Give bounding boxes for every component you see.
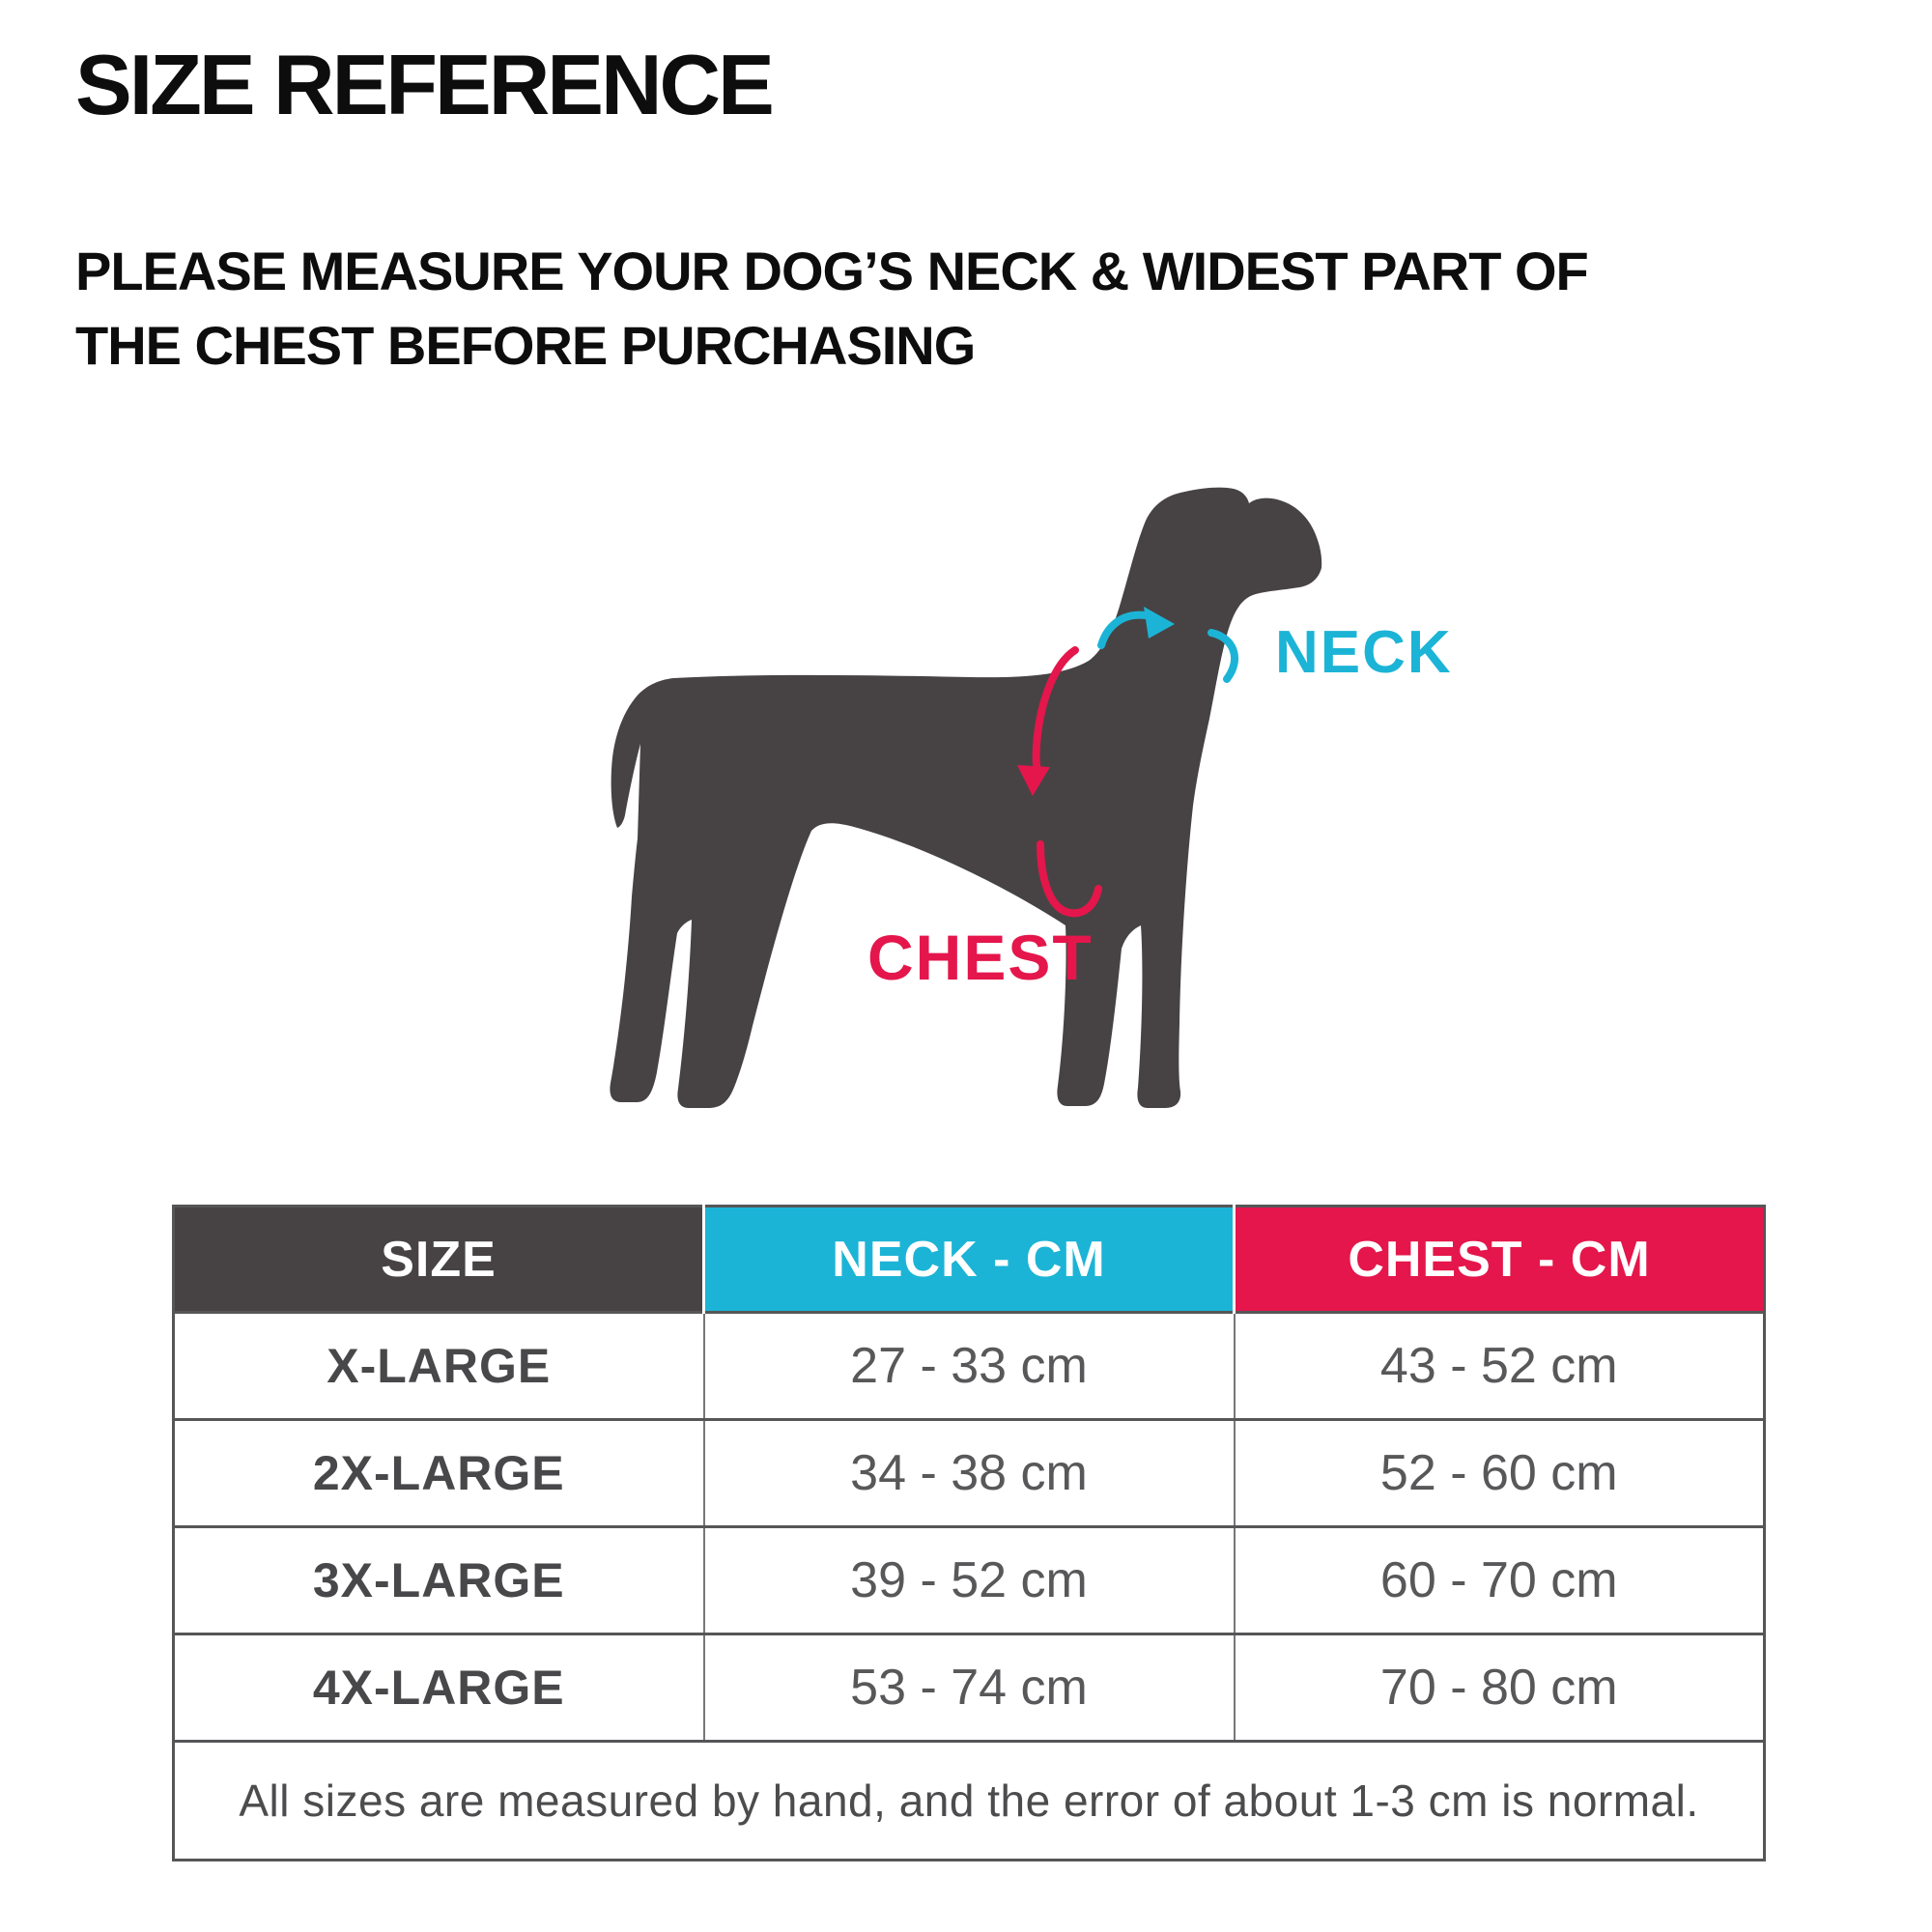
column-header-chest: CHEST - CM <box>1233 1206 1765 1313</box>
dog-measurement-diagram <box>610 487 1322 1108</box>
chest-label: CHEST <box>867 922 1094 993</box>
neck-label: NECK <box>1275 619 1453 686</box>
chest-arrow-icon <box>1017 646 1102 918</box>
dog-silhouette <box>610 487 1322 1108</box>
chest-cell: 70 - 80 cm <box>1233 1633 1765 1742</box>
chest-cell: 52 - 60 cm <box>1233 1418 1765 1527</box>
neck-cell: 34 - 38 cm <box>702 1418 1235 1527</box>
column-header-size: SIZE <box>173 1206 704 1313</box>
subtitle: PLEASE MEASURE YOUR DOG’S NECK & WIDEST … <box>75 234 1589 384</box>
table-row-2x-large: 2X-LARGE 34 - 38 cm 52 - 60 cm <box>173 1418 1765 1527</box>
size-cell: 3X-LARGE <box>173 1525 704 1634</box>
size-cell: 4X-LARGE <box>173 1633 704 1742</box>
measurement-note: All sizes are measured by hand, and the … <box>173 1740 1765 1861</box>
size-cell: X-LARGE <box>173 1311 704 1420</box>
column-header-neck: NECK - CM <box>702 1206 1235 1313</box>
subtitle-line-2: THE CHEST BEFORE PURCHASING <box>75 315 976 377</box>
chest-cell: 43 - 52 cm <box>1233 1311 1765 1420</box>
table-row-4x-large: 4X-LARGE 53 - 74 cm 70 - 80 cm <box>173 1633 1765 1742</box>
page-title: SIZE REFERENCE <box>75 37 775 132</box>
chest-cell: 60 - 70 cm <box>1233 1525 1765 1634</box>
table-row-3x-large: 3X-LARGE 39 - 52 cm 60 - 70 cm <box>173 1525 1765 1634</box>
table-note-row: All sizes are measured by hand, and the … <box>173 1740 1765 1861</box>
neck-cell: 27 - 33 cm <box>702 1311 1235 1420</box>
neck-cell: 39 - 52 cm <box>702 1525 1235 1634</box>
size-cell: 2X-LARGE <box>173 1418 704 1527</box>
size-table-header-row: SIZE NECK - CM CHEST - CM <box>173 1206 1765 1313</box>
neck-arrow-icon <box>1097 607 1239 683</box>
neck-cell: 53 - 74 cm <box>702 1633 1235 1742</box>
table-row-x-large: X-LARGE 27 - 33 cm 43 - 52 cm <box>173 1311 1765 1420</box>
size-table: SIZE NECK - CM CHEST - CM X-LARGE 27 - 3… <box>172 1205 1766 1861</box>
subtitle-line-1: PLEASE MEASURE YOUR DOG’S NECK & WIDEST … <box>75 241 1589 301</box>
